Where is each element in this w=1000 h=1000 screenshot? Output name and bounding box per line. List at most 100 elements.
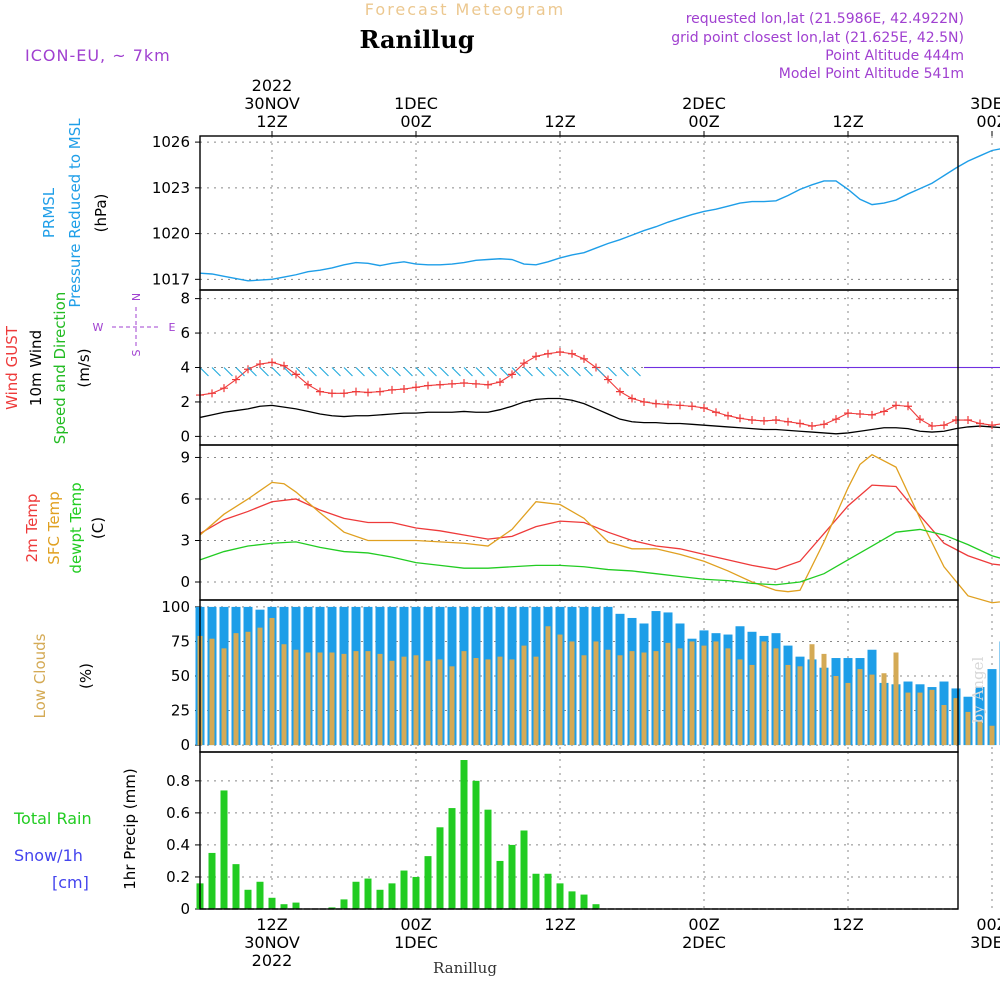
compass-w: W: [93, 321, 104, 334]
bar-low-clouds: [221, 648, 227, 746]
bar-low-clouds: [977, 721, 983, 746]
panel-clouds: 0 25 50 75 100 Total Clouds Low Clouds (%): [0, 598, 1000, 754]
bar-precip: [424, 856, 432, 909]
top-time-label: 00Z: [976, 112, 1000, 131]
bar-low-clouds: [629, 651, 635, 746]
bar-low-clouds: [449, 666, 455, 746]
y-axis-label: dewpt Temp: [67, 482, 85, 573]
bar-low-clouds: [401, 656, 407, 746]
bar-low-clouds: [953, 698, 959, 746]
y-axis-label: Wind GUST: [3, 325, 21, 410]
y-axis-label: (m/s): [75, 348, 93, 387]
gust-marker: [328, 389, 336, 398]
snow-unit: [cm]: [52, 873, 89, 892]
bar-low-clouds: [365, 651, 371, 746]
bar-precip: [376, 889, 384, 909]
y-tick-label: 0: [180, 900, 190, 918]
gust-marker: [724, 411, 732, 420]
y-tick-label: 4: [180, 359, 190, 377]
bottom-time-axis: 12Z30NOV202200Z1DEC12Z00Z2DEC12Z00Z3DEC: [244, 915, 1000, 970]
y-axis-label: 10m Wind: [27, 330, 45, 406]
bar-low-clouds: [581, 655, 587, 746]
bar-low-clouds: [209, 638, 215, 746]
wind-direction-arrow: [355, 367, 365, 377]
bar-low-clouds: [989, 725, 995, 746]
gust-marker: [520, 359, 528, 368]
wind-direction-arrow: [571, 367, 581, 377]
wind-direction-arrow: [547, 367, 557, 377]
bar-precip: [256, 881, 264, 909]
y-tick-label: 0: [180, 573, 190, 591]
panel-frame: [199, 135, 959, 291]
bar-low-clouds: [737, 659, 743, 746]
bottom-time-label: 2022: [252, 951, 293, 970]
top-time-label: 2022: [252, 76, 293, 95]
gust-marker: [988, 421, 996, 430]
wind-direction-arrow: [271, 367, 281, 377]
bar-precip: [340, 899, 348, 909]
compass-s: S: [130, 349, 143, 356]
gust-marker: [868, 410, 876, 419]
bar-precip: [280, 904, 288, 909]
wind-direction-arrow: [211, 367, 221, 377]
bottom-time-label: 12Z: [256, 915, 287, 934]
gust-marker: [964, 416, 972, 425]
bar-low-clouds: [269, 617, 275, 746]
bar-low-clouds: [497, 656, 503, 746]
bar-low-clouds: [881, 673, 887, 746]
bar-low-clouds: [437, 659, 443, 746]
wind-direction-arrow: [319, 367, 329, 377]
wind-direction-arrow: [463, 367, 473, 377]
requested-coords: requested lon,lat (21.5986E, 42.4922N): [686, 11, 964, 27]
bar-low-clouds: [677, 648, 683, 746]
bar-low-clouds: [653, 651, 659, 746]
gust-marker: [628, 394, 636, 403]
y-tick-label: 1020: [152, 225, 190, 243]
bar-precip: [520, 830, 528, 909]
y-tick-label: 3: [180, 531, 190, 549]
gust-marker: [736, 414, 744, 423]
bar-low-clouds: [329, 652, 335, 746]
bar-low-clouds: [605, 649, 611, 746]
bottom-time-label: 3DEC: [970, 933, 1000, 952]
wind-direction-arrow: [595, 367, 605, 377]
y-tick-label: 25: [171, 702, 190, 720]
wind-direction-arrow: [475, 367, 485, 377]
wind-direction-arrow: [535, 367, 545, 377]
top-time-label: 00Z: [400, 112, 431, 131]
gust-marker: [712, 408, 720, 417]
bar-precip: [568, 891, 576, 909]
bar-low-clouds: [797, 666, 803, 746]
gust-marker: [652, 399, 660, 408]
gust-marker: [820, 420, 828, 429]
bar-low-clouds: [377, 653, 383, 746]
y-tick-label: 0.8: [166, 772, 190, 790]
bar-low-clouds: [509, 659, 515, 746]
bar-low-clouds: [293, 649, 299, 746]
gust-marker: [976, 419, 984, 428]
bar-precip: [472, 780, 480, 909]
bar-low-clouds: [281, 644, 287, 746]
bar-precip: [508, 844, 516, 909]
panel-pressure: 1017 1020 1023 1026 PRMSL Pressure Reduced to…: [40, 118, 1000, 308]
bar-precip: [460, 760, 468, 909]
gust-marker: [388, 385, 396, 394]
footer-station: Ranillug: [433, 959, 497, 977]
gust-marker: [940, 421, 948, 430]
gust-marker: [448, 379, 456, 388]
bar-low-clouds: [965, 711, 971, 746]
bar-low-clouds: [833, 676, 839, 746]
y-axis-label: 2m Temp: [23, 494, 41, 563]
bar-low-clouds: [701, 645, 707, 746]
gust-marker: [664, 400, 672, 409]
y-tick-label: 0: [180, 427, 190, 445]
gust-marker: [844, 409, 852, 418]
gust-marker: [472, 379, 480, 388]
y-axis-label: Pressure Reduced to MSL: [66, 118, 84, 308]
bar-low-clouds: [761, 641, 767, 746]
bar-precip: [268, 897, 276, 909]
bottom-time-label: 00Z: [688, 915, 719, 934]
bar-low-clouds: [305, 652, 311, 746]
bar-precip: [208, 852, 216, 909]
bar-low-clouds: [821, 653, 827, 746]
